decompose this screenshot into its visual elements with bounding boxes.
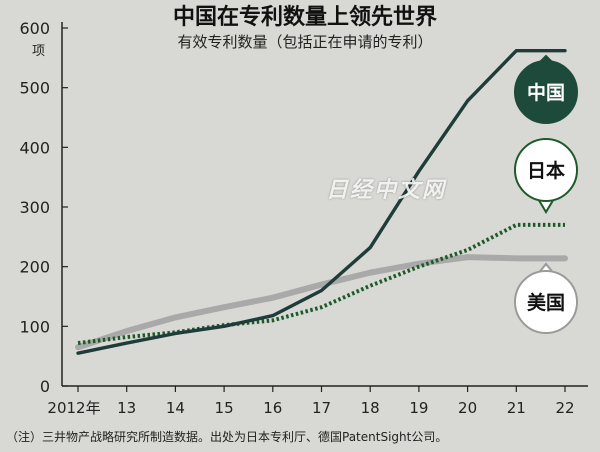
legend-label: 日本 xyxy=(527,159,565,182)
bubble-fill xyxy=(516,140,576,200)
series-line-solid-dark xyxy=(76,48,567,355)
chart-title: 中国在专利数量上领先世界 xyxy=(172,5,437,30)
title-block: 中国在专利数量上领先世界 有效专利数量（包括正在申请的专利） xyxy=(90,4,520,52)
bubble-fill xyxy=(516,272,576,332)
bubble-fill xyxy=(516,62,576,122)
y-tick-label: 100 xyxy=(19,317,50,336)
watermark: 日经中文网 xyxy=(326,178,447,203)
x-tick-label: 2012年 xyxy=(47,399,100,417)
y-tick-label: 0 xyxy=(40,377,50,396)
legend-bubble-dotted-green: 日本 xyxy=(514,138,578,214)
y-tick-label: 600 xyxy=(19,19,50,38)
legend-label: 美国 xyxy=(527,291,565,314)
chart-subtitle: 有效专利数量（包括正在申请的专利） xyxy=(177,33,433,51)
x-tick-label: 19 xyxy=(409,399,428,417)
series-layer xyxy=(75,48,568,355)
x-tick-label: 21 xyxy=(507,399,526,417)
x-tick-label: 18 xyxy=(361,399,380,417)
axis-layer: 0 100 200 300 400 500 600 2012年 13 14 15 16 17 18 19 20… xyxy=(19,19,588,417)
y-tick-label: 500 xyxy=(19,79,50,98)
series-line-solid-gray xyxy=(75,254,568,351)
legend-label: 中国 xyxy=(527,81,565,104)
footnote: （注）三井物产战略研究所制造数据。出处为日本专利厅、德国PatentSight公… xyxy=(6,430,448,444)
x-tick-label: 15 xyxy=(215,399,234,417)
x-tick-label: 20 xyxy=(458,399,477,417)
y-tick-label: 400 xyxy=(19,138,50,157)
legend-bubble-solid-gray: 美国 xyxy=(514,262,578,334)
y-axis-unit: 项 xyxy=(32,44,46,59)
x-tick-label: 16 xyxy=(263,399,282,417)
x-tick-label: 22 xyxy=(555,399,574,417)
x-tick-label: 17 xyxy=(312,399,331,417)
y-tick-label: 200 xyxy=(19,258,50,277)
series-line-dotted-green xyxy=(77,222,565,346)
y-tick-label: 300 xyxy=(19,198,50,217)
x-tick-label: 13 xyxy=(117,399,136,417)
x-tick-label: 14 xyxy=(166,399,185,417)
legend-bubble-solid-dark: 中国 xyxy=(514,54,578,124)
